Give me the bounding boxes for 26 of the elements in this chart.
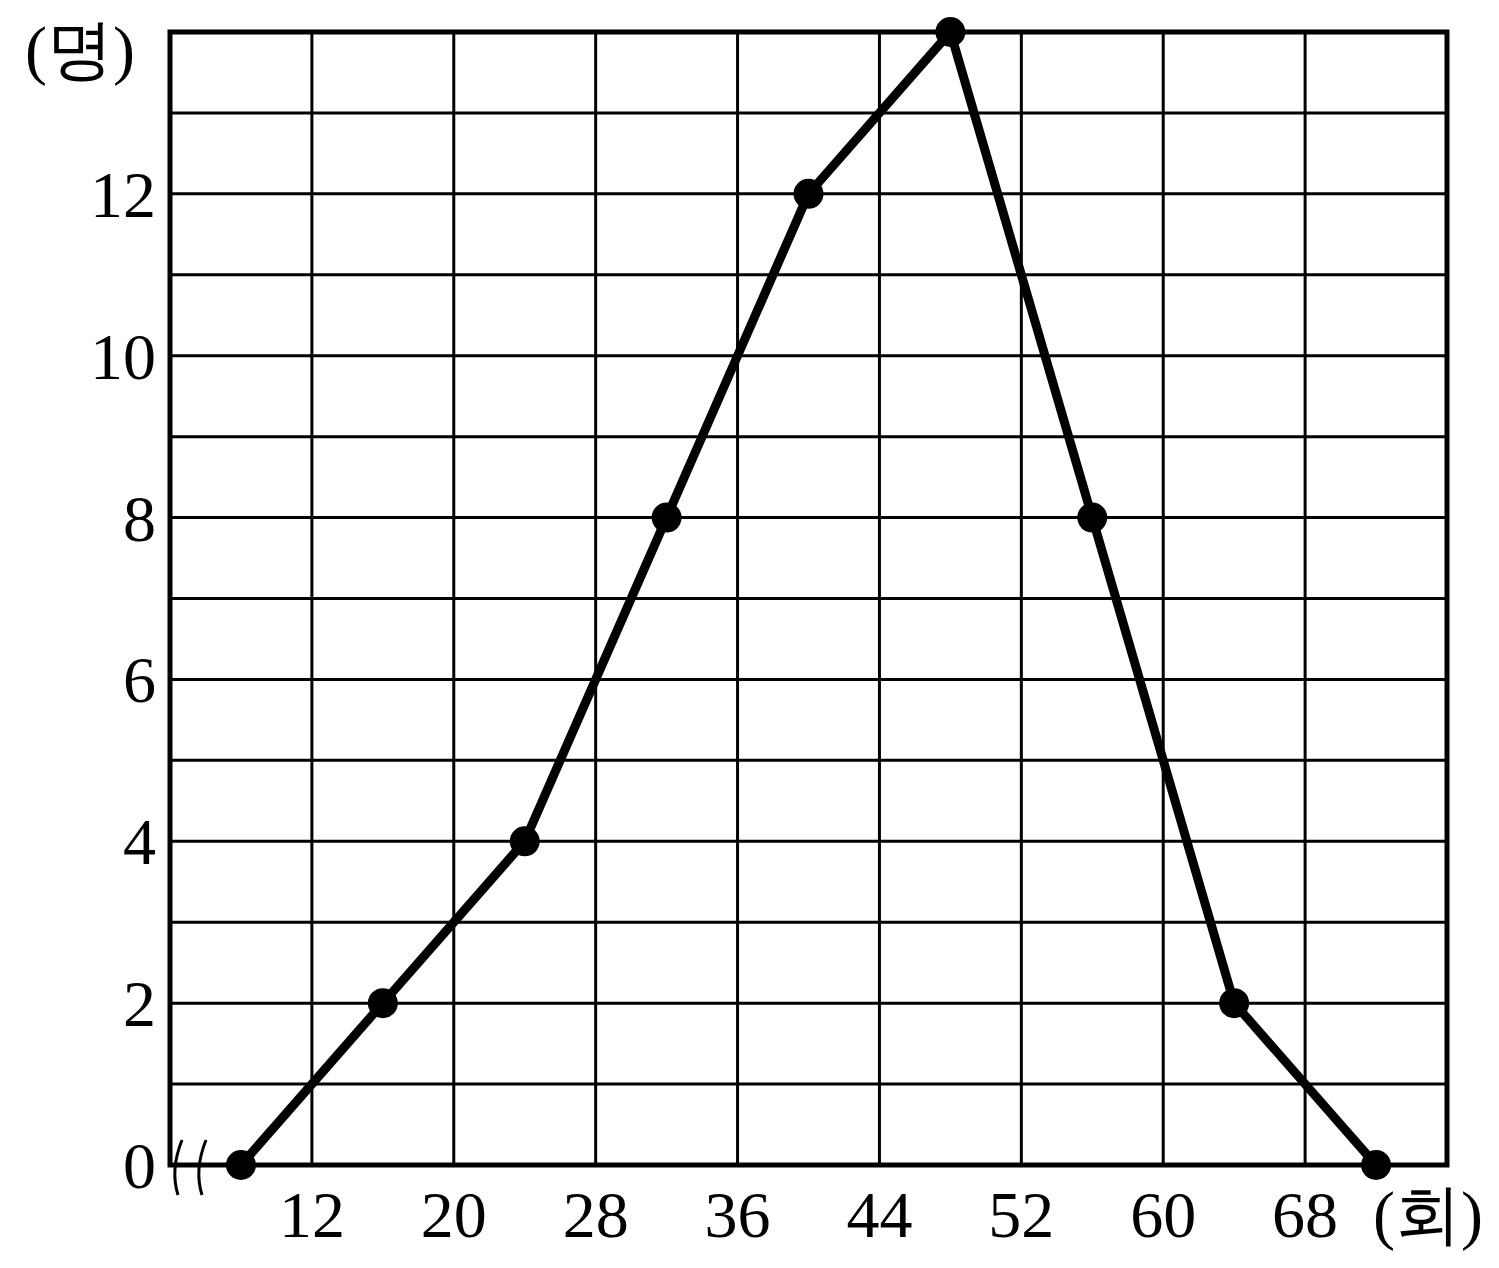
x-tick-label: 20 <box>420 1178 487 1251</box>
y-tick-label: 0 <box>123 1129 156 1202</box>
y-axis-title: (명) <box>25 13 135 87</box>
y-tick-label: 10 <box>90 319 156 393</box>
point <box>367 988 398 1019</box>
point <box>225 1150 256 1180</box>
point <box>793 178 824 209</box>
x-tick-label: 44 <box>846 1178 913 1251</box>
point <box>1077 502 1108 533</box>
x-axis-title: (회) <box>1373 1178 1483 1252</box>
point <box>1219 988 1250 1019</box>
x-tick-label: 36 <box>704 1178 771 1251</box>
x-tick-label: 28 <box>562 1178 629 1251</box>
y-tick-label: 2 <box>123 967 156 1041</box>
point <box>509 826 540 857</box>
x-tick-label: 12 <box>278 1178 345 1251</box>
y-tick-label: 6 <box>123 643 156 717</box>
point <box>935 17 966 47</box>
point <box>1361 1150 1392 1180</box>
x-tick-label: 60 <box>1130 1178 1197 1251</box>
x-tick-label: 52 <box>988 1178 1055 1251</box>
y-tick-label: 12 <box>90 157 156 231</box>
point <box>651 502 682 533</box>
y-tick-label: 4 <box>123 805 156 879</box>
y-tick-label: 8 <box>123 481 156 555</box>
x-tick-label: 68 <box>1272 1178 1339 1251</box>
